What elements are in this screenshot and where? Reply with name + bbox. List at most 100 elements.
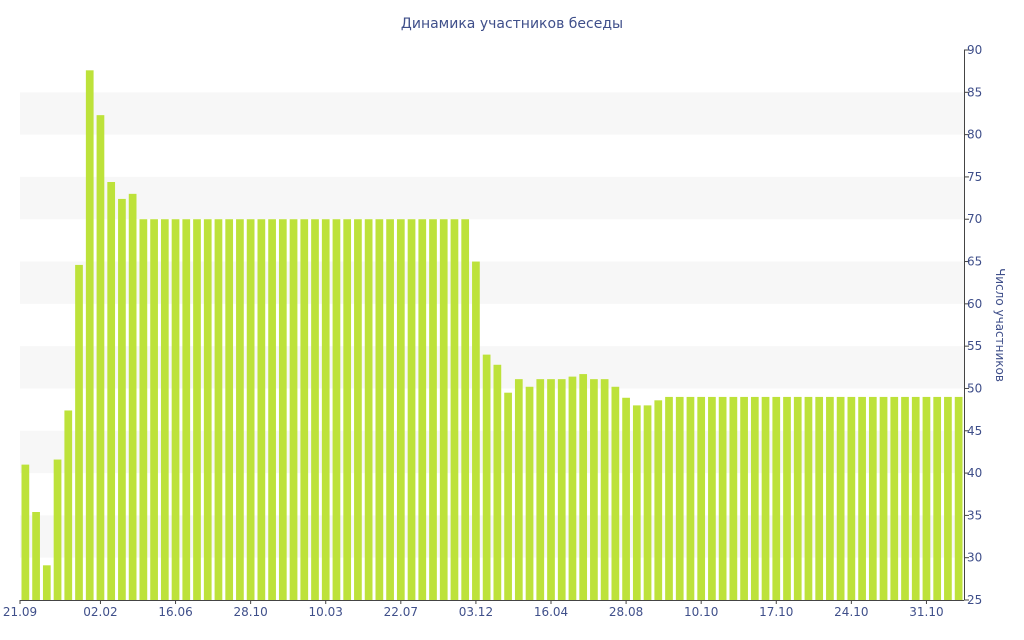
bar — [375, 219, 384, 601]
bar — [815, 396, 824, 600]
x-tick-label: 28.10 — [233, 605, 267, 619]
bar — [718, 396, 727, 600]
y-tick-label: 45 — [967, 424, 982, 438]
bar — [118, 198, 126, 601]
bar — [826, 396, 834, 600]
bar — [793, 396, 802, 600]
bar — [257, 219, 266, 601]
bar — [536, 379, 545, 600]
bar — [429, 219, 437, 601]
bar — [643, 405, 652, 600]
bar — [632, 405, 641, 600]
bar — [697, 396, 706, 600]
bar — [150, 219, 158, 601]
bar — [407, 219, 416, 601]
bar — [890, 396, 899, 600]
bar — [75, 264, 83, 600]
bar — [911, 396, 920, 600]
bar — [203, 219, 212, 601]
bar — [450, 219, 459, 601]
bar — [332, 219, 341, 601]
bar — [772, 396, 781, 600]
bar — [32, 512, 40, 600]
bar — [107, 182, 116, 600]
bar — [493, 364, 502, 600]
bar — [439, 219, 448, 601]
bar — [514, 379, 523, 600]
bar — [750, 396, 759, 600]
x-tick-label: 24.10 — [834, 605, 868, 619]
bar — [96, 115, 105, 601]
bar — [193, 219, 201, 601]
y-tick-label: 35 — [967, 508, 982, 522]
x-tick-label: 03.12 — [459, 605, 493, 619]
bar-series — [21, 70, 963, 601]
bar — [396, 219, 405, 601]
bar — [300, 219, 309, 601]
x-tick-label: 10.10 — [684, 605, 718, 619]
bar — [804, 396, 813, 600]
bar — [590, 379, 598, 600]
bar — [568, 376, 577, 600]
bar — [343, 219, 352, 601]
bar — [289, 219, 298, 601]
bar — [922, 396, 931, 600]
y-tick-label: 85 — [967, 85, 982, 99]
bar — [847, 396, 856, 600]
bar — [654, 400, 663, 600]
bar — [386, 219, 394, 601]
y-tick-label: 90 — [967, 43, 982, 57]
bar — [482, 354, 491, 600]
bar — [740, 396, 748, 600]
y-axis: 25 30 35 40 45 50 55 60 65 70 75 80 85 90 — [964, 43, 982, 607]
bar — [933, 396, 942, 600]
bar — [622, 397, 630, 600]
bar — [901, 396, 909, 600]
bar — [246, 219, 255, 601]
bar — [675, 396, 684, 600]
bar — [836, 396, 845, 600]
bar — [225, 219, 234, 601]
bar — [321, 219, 330, 601]
bar — [311, 219, 319, 601]
bar — [944, 396, 952, 600]
bar — [171, 219, 180, 601]
x-tick-label: 16.04 — [534, 605, 568, 619]
x-tick-label: 21.09 — [3, 605, 37, 619]
y-tick-label: 40 — [967, 466, 982, 480]
bar — [418, 219, 427, 601]
bar — [64, 410, 73, 600]
y-tick-label: 70 — [967, 212, 982, 226]
bar — [879, 396, 888, 600]
bar — [85, 70, 94, 600]
grid-band — [20, 92, 964, 135]
bar — [954, 396, 963, 600]
bar — [504, 392, 512, 600]
x-tick-label: 02.02 — [83, 605, 117, 619]
bar — [42, 565, 51, 600]
x-tick-label: 28.08 — [609, 605, 643, 619]
x-tick-label: 31.10 — [909, 605, 943, 619]
bar — [858, 396, 866, 600]
x-tick-label: 22.07 — [384, 605, 418, 619]
bar — [611, 386, 620, 600]
bar — [557, 379, 566, 600]
y-axis-label: Число участников — [993, 268, 1007, 382]
x-tick-label: 10.03 — [309, 605, 343, 619]
bar — [868, 396, 877, 600]
chart-title: Динамика участников беседы — [401, 16, 623, 32]
bar — [128, 193, 137, 600]
bar — [268, 219, 276, 601]
y-tick-label: 60 — [967, 297, 982, 311]
bar — [160, 219, 169, 601]
bar — [525, 386, 534, 600]
bar — [53, 459, 62, 600]
bar — [686, 396, 695, 600]
y-tick-label: 25 — [967, 593, 982, 607]
bar — [472, 261, 480, 600]
y-tick-label: 75 — [967, 170, 982, 184]
bar — [364, 219, 373, 601]
x-axis: 21.09 02.02 16.06 28.10 10.03 22.07 03.12 16.04… — [3, 600, 944, 619]
y-tick-label: 80 — [967, 128, 982, 142]
